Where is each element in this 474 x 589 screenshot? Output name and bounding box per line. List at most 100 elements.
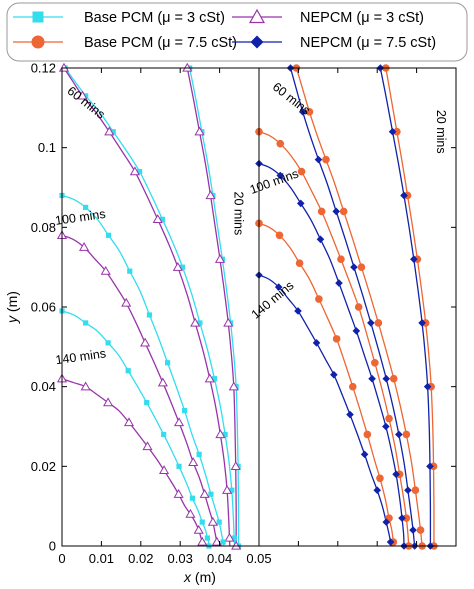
- data-point: [322, 155, 330, 164]
- data-point: [389, 374, 398, 383]
- data-point: [222, 431, 228, 438]
- data-point: [230, 461, 241, 470]
- data-point: [173, 489, 184, 498]
- series-line: [189, 67, 240, 547]
- data-point: [339, 207, 348, 216]
- data-point: [205, 190, 216, 200]
- data-point: [382, 374, 391, 383]
- y-tick-label: 0.12: [31, 61, 56, 76]
- legend-box: [6, 2, 468, 62]
- data-point: [298, 108, 307, 116]
- data-point: [314, 155, 323, 164]
- data-point: [398, 514, 406, 522]
- data-point: [194, 126, 205, 136]
- data-point: [144, 400, 150, 406]
- y-tick-label: 0.08: [31, 220, 56, 235]
- data-point: [231, 540, 242, 550]
- time-annotation: 20 mins: [434, 110, 448, 154]
- data-point: [185, 508, 196, 518]
- legend-marker-triangle: [248, 8, 266, 24]
- data-point: [223, 317, 234, 327]
- data-point: [363, 430, 372, 439]
- data-point: [204, 373, 215, 383]
- x-tick-label: 0.04: [207, 551, 232, 566]
- data-point: [395, 430, 403, 439]
- data-point: [332, 335, 341, 343]
- x-tick-label: 0.03: [168, 551, 193, 566]
- data-point: [393, 127, 401, 136]
- series-line: [385, 67, 435, 547]
- data-point: [386, 538, 395, 546]
- legend-label: Base PCM (μ = 7.5 cSt): [84, 35, 237, 51]
- y-tick-label: 0.02: [31, 459, 56, 474]
- time-annotation: 60 mins: [270, 80, 313, 118]
- data-point: [104, 126, 115, 136]
- data-point: [173, 417, 185, 427]
- time-annotation: 20 mins: [232, 192, 246, 236]
- legend-marker-diamond: [250, 35, 264, 49]
- data-point: [297, 167, 306, 176]
- data-point: [142, 441, 153, 451]
- data-point: [400, 191, 408, 200]
- data-point: [295, 259, 304, 267]
- series-line: [61, 378, 204, 547]
- data-point: [179, 264, 186, 270]
- data-point: [199, 519, 205, 525]
- data-point: [146, 312, 153, 318]
- data-point: [188, 457, 199, 466]
- y-tick-label: 0.1: [38, 140, 56, 155]
- data-point: [193, 524, 204, 534]
- data-point: [176, 463, 182, 469]
- data-point: [357, 263, 366, 271]
- data-point: [367, 319, 375, 327]
- data-point: [276, 139, 285, 148]
- data-point: [189, 495, 196, 501]
- data-point: [335, 279, 343, 287]
- data-point: [382, 518, 391, 526]
- data-point: [77, 90, 88, 100]
- data-point: [348, 382, 357, 391]
- data-point: [315, 295, 323, 303]
- data-point: [157, 377, 168, 387]
- data-point: [352, 327, 361, 335]
- data-point: [332, 207, 341, 216]
- data-point: [137, 168, 143, 175]
- series-line: [61, 310, 210, 547]
- x-tick-label: 0.05: [246, 551, 271, 566]
- data-point: [409, 526, 417, 534]
- data-point: [208, 491, 214, 497]
- data-point: [228, 381, 239, 391]
- data-point: [80, 381, 91, 391]
- data-point: [337, 255, 345, 263]
- data-point: [196, 451, 202, 457]
- data-point: [312, 339, 321, 347]
- data-point: [100, 265, 111, 275]
- data-point: [316, 235, 325, 244]
- y-tick-label: 0: [49, 539, 56, 554]
- data-point: [204, 535, 210, 541]
- time-annotation: 140 mins: [55, 346, 107, 367]
- data-point: [276, 171, 285, 180]
- data-point: [411, 486, 420, 495]
- y-tick-label: 0.06: [31, 300, 56, 315]
- data-point: [229, 487, 235, 493]
- data-point: [416, 526, 425, 534]
- data-point: [231, 535, 237, 541]
- data-point: [373, 486, 381, 495]
- time-annotation: 100 mins: [54, 207, 106, 228]
- data-point: [222, 485, 233, 494]
- y-tick-label: 0.04: [31, 379, 56, 394]
- data-point: [330, 370, 338, 379]
- data-point: [214, 253, 226, 263]
- series-line: [63, 67, 231, 547]
- data-point: [158, 465, 170, 474]
- data-point: [274, 283, 283, 291]
- data-point: [125, 368, 131, 374]
- data-point: [140, 337, 151, 347]
- data-point: [105, 340, 111, 346]
- series-line: [258, 274, 393, 547]
- y-axis-label: y (m): [4, 291, 20, 324]
- data-point: [423, 382, 432, 391]
- x-tick-label: 0.01: [89, 551, 114, 566]
- data-point: [224, 532, 235, 542]
